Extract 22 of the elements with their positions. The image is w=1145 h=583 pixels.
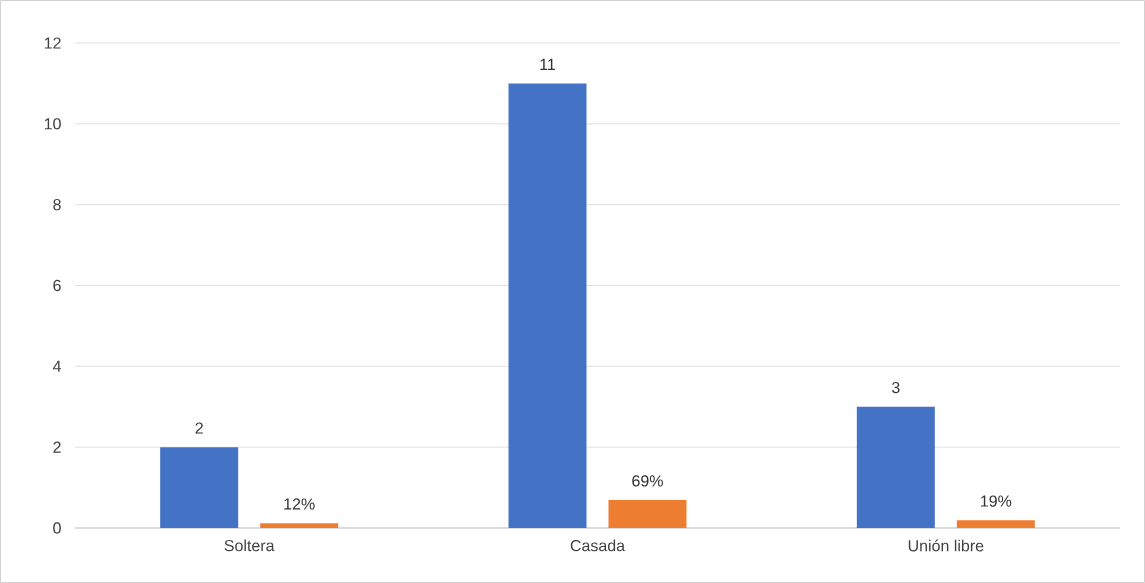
y-tick-label: 12 (44, 37, 61, 49)
y-tick-label: 2 (53, 441, 61, 453)
bar (608, 500, 687, 528)
data-label: 19% (981, 495, 1012, 507)
y-tick-label: 8 (53, 199, 61, 211)
data-label: 11 (540, 58, 556, 70)
data-label: 69% (632, 475, 663, 487)
data-label: 3 (891, 381, 900, 394)
bar (956, 520, 1035, 528)
y-tick-label: 4 (52, 360, 61, 372)
data-label: 2 (195, 422, 203, 434)
y-tick-label: 10 (44, 118, 61, 130)
x-tick-label: Unión libre (908, 539, 984, 552)
x-tick-label: Casada (570, 539, 626, 552)
bar (856, 406, 935, 528)
y-tick-label: 6 (53, 279, 61, 292)
y-tick-label: 0 (53, 522, 61, 534)
data-label: 12% (284, 498, 315, 510)
x-tick-label: Soltera (224, 539, 275, 552)
bar (508, 83, 587, 528)
bar (260, 523, 339, 528)
bar (160, 447, 239, 528)
